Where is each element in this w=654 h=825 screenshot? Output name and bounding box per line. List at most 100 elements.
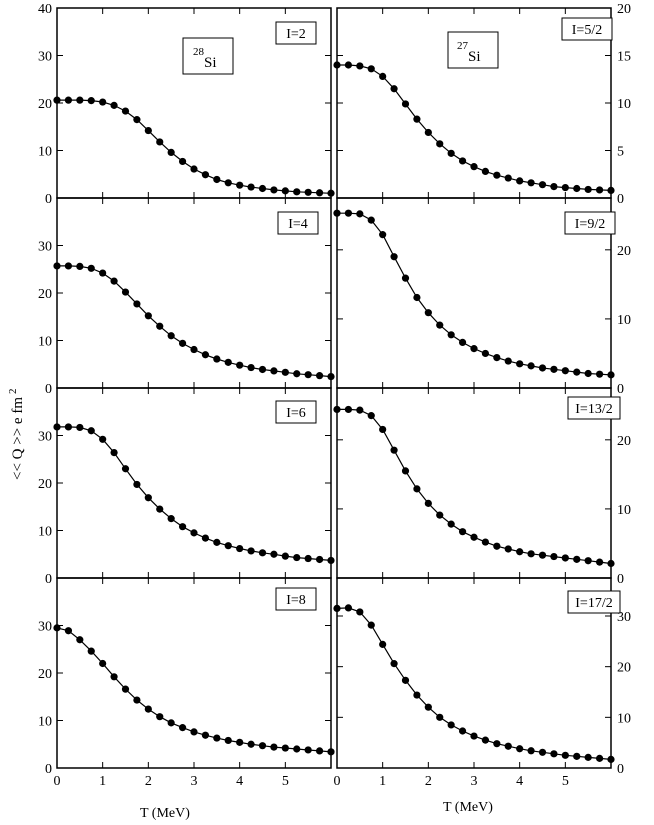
data-point [470,163,478,171]
data-point [527,179,535,187]
data-point [493,542,501,550]
data-point [156,505,164,513]
data-point [607,559,615,568]
y-tick-label: 10 [617,711,631,726]
data-point [481,538,490,546]
panel-1: 0 10 20 30 40 I=2 [38,2,335,207]
data-point [121,465,130,473]
data-point [87,427,95,435]
y-tick-label: 0 [617,192,624,207]
data-point [595,558,604,566]
data-point [458,528,467,536]
data-point [144,705,152,713]
data-point [527,550,535,558]
data-point [270,550,278,558]
series-line [57,426,332,561]
spin-label: I=17/2 [575,596,612,611]
data-point [53,423,61,431]
data-point [144,126,152,135]
data-point [424,703,432,711]
y-axis-label: << Q >> e fm 2 [7,389,26,481]
data-point [304,746,312,754]
data-point [607,755,615,763]
data-point [447,331,455,339]
data-point [550,552,558,561]
nucleus-27-symbol: Si [468,49,481,65]
data-point [504,357,512,365]
spin-label-box [561,17,613,41]
spin-label: I=6 [286,406,306,421]
panel-7: 0 1 2 3 4 5 0 10 20 30 I=8 [38,577,335,789]
data-point [538,364,547,372]
spin-label: I=8 [286,593,306,608]
data-point [481,736,490,744]
data-point [258,184,267,193]
data-point [379,72,387,80]
y-tick-label: 20 [38,287,52,302]
data-point [436,511,444,519]
data-point [76,423,84,432]
data-point [190,345,198,354]
x-tick-label: 2 [145,774,152,789]
x-tick-label: 5 [282,774,289,789]
y-tick-label: 10 [617,313,631,328]
y-tick-label: 0 [45,192,52,207]
y-tick-label: 20 [38,97,52,112]
data-point [213,734,221,742]
nucleus-28-symbol: Si [204,55,217,71]
data-point [87,264,95,272]
x-tick-label: 4 [236,774,243,789]
data-point [401,274,410,282]
spin-label: I=13/2 [575,402,612,417]
data-point [356,406,364,414]
data-point [584,557,592,565]
data-point [190,728,198,736]
data-point [401,100,410,108]
data-point [493,171,501,179]
data-point [333,209,341,217]
data-point [607,186,615,194]
data-point [201,534,210,542]
data-point [458,727,467,735]
data-point [481,167,490,175]
y-tick-label: 20 [617,2,631,17]
data-point [447,149,455,157]
panels: 010203040I=205101520I=5/20102030I=401020… [38,2,631,789]
panel-3: 0 10 20 30 I=4 [38,197,335,397]
data-point [304,188,312,196]
data-point [379,425,387,434]
data-point [110,101,118,109]
x-axis-label-left: T (MeV) [140,806,190,821]
y-tick-label: 0 [617,382,624,397]
spin-label-box [567,590,621,614]
data-point [390,85,398,93]
data-point [53,262,61,270]
data-point [516,745,524,753]
data-point [178,724,187,732]
data-point [458,157,467,165]
data-point [573,368,581,376]
data-point [424,128,432,137]
data-point [190,165,198,173]
data-point [224,179,232,187]
nucleus-27-mass: 27 [457,40,469,52]
data-point [327,748,335,756]
data-point [333,61,341,69]
data-point [367,621,375,629]
data-point [436,140,444,148]
y-tick-label: 20 [38,667,52,682]
data-point [304,554,312,563]
y-tick-label: 10 [617,97,631,112]
data-point [595,754,604,762]
data-point [213,538,221,546]
data-point [156,322,164,330]
data-point [493,354,501,362]
data-point [224,542,232,550]
data-point [516,548,524,556]
data-point [133,300,141,308]
data-point [315,189,324,197]
y-tick-label: 0 [45,382,52,397]
y-tick-label: 10 [38,335,52,350]
data-point [538,181,547,189]
